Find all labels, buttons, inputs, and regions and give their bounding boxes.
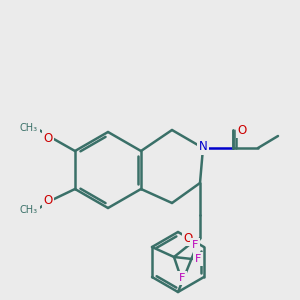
Text: N: N (199, 140, 207, 154)
Text: O: O (44, 131, 52, 145)
Text: CH₃: CH₃ (20, 123, 38, 133)
Text: O: O (44, 194, 52, 206)
Text: F: F (192, 240, 198, 250)
Text: O: O (237, 124, 247, 136)
Text: F: F (195, 254, 201, 264)
Text: CH₃: CH₃ (20, 205, 38, 215)
Text: O: O (183, 232, 193, 244)
Text: F: F (179, 273, 185, 283)
